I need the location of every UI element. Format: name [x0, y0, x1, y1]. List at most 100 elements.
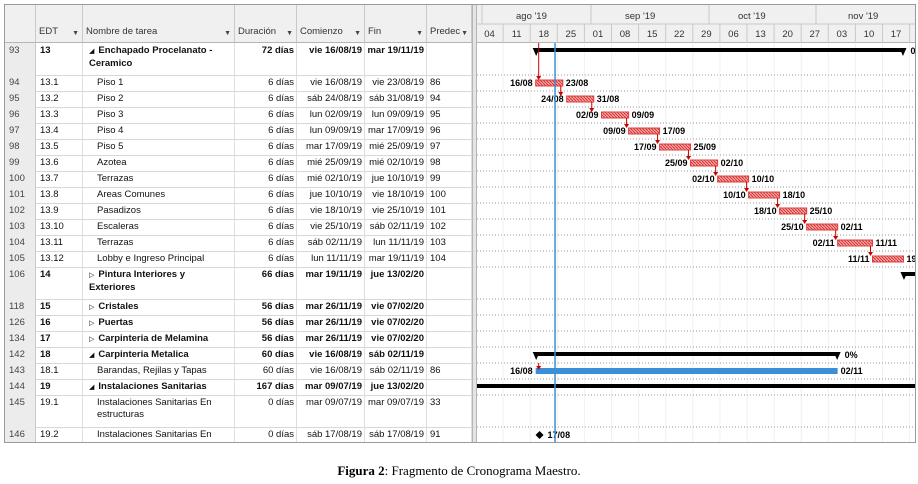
cell-finish[interactable]: sáb 31/08/19 [369, 93, 424, 104]
chevron-down-icon[interactable]: ▼ [354, 30, 361, 37]
cell-edt[interactable]: 14 [40, 269, 51, 280]
cell-start[interactable]: mar 17/09/19 [306, 141, 362, 152]
task-bar[interactable] [806, 223, 839, 231]
cell-task-name[interactable]: Pasadizos [97, 203, 233, 219]
cell-task-name[interactable]: Instalaciones Sanitarias En Arquitectura [97, 427, 233, 442]
cell-edt[interactable]: 13.1 [40, 77, 59, 88]
cell-edt[interactable]: 13.6 [40, 157, 59, 168]
collapse-arrow-icon[interactable]: ◢ [89, 384, 95, 391]
cell-start[interactable]: mar 26/11/19 [305, 317, 362, 328]
task-bar[interactable] [779, 207, 808, 215]
cell-duration[interactable]: 60 días [261, 349, 294, 360]
cell-predecessors[interactable]: 33 [430, 397, 441, 408]
cell-finish[interactable]: vie 18/10/19 [372, 189, 424, 200]
cell-duration[interactable]: 6 días [268, 237, 294, 248]
cell-finish[interactable]: vie 23/08/19 [372, 77, 424, 88]
table-row[interactable]: 104 13.11 Terrazas 6 días sáb 02/11/19 lun 11… [5, 235, 472, 251]
column-header-name[interactable]: Nombre de tarea ▼ [83, 5, 235, 43]
cell-duration[interactable]: 6 días [268, 141, 294, 152]
cell-start[interactable]: sáb 24/08/19 [307, 93, 362, 104]
cell-duration[interactable]: 72 días [261, 45, 294, 56]
milestone-diamond-icon[interactable] [535, 431, 544, 439]
table-row[interactable]: 95 13.2 Piso 2 6 días sáb 24/08/19 sáb 31/08/… [5, 91, 472, 107]
cell-edt[interactable]: 13.2 [40, 93, 59, 104]
pane-splitter[interactable] [472, 5, 477, 442]
chevron-down-icon[interactable]: ▼ [461, 30, 468, 37]
cell-finish[interactable]: mar 17/09/19 [368, 125, 424, 136]
cell-duration[interactable]: 6 días [268, 77, 294, 88]
cell-predecessors[interactable]: 86 [430, 77, 441, 88]
summary-bar[interactable] [535, 352, 838, 356]
cell-predecessors[interactable]: 99 [430, 173, 441, 184]
cell-finish[interactable]: jue 13/02/20 [370, 381, 424, 392]
row-id[interactable]: 102 [5, 203, 36, 219]
cell-start[interactable]: mar 09/07/19 [304, 381, 362, 392]
cell-edt[interactable]: 16 [40, 317, 51, 328]
cell-finish[interactable]: sáb 02/11/19 [369, 221, 424, 232]
row-id[interactable]: 95 [5, 91, 36, 107]
cell-duration[interactable]: 6 días [268, 93, 294, 104]
cell-finish[interactable]: mié 02/10/19 [369, 157, 424, 168]
cell-predecessors[interactable] [430, 331, 472, 347]
table-row[interactable]: 97 13.4 Piso 4 6 días lun 09/09/19 mar 17/09/… [5, 123, 472, 139]
row-id[interactable]: 94 [5, 75, 36, 91]
cell-edt[interactable]: 13.8 [40, 189, 59, 200]
cell-start[interactable]: mié 25/09/19 [307, 157, 362, 168]
row-id[interactable]: 105 [5, 251, 36, 267]
cell-duration[interactable]: 0 días [268, 429, 294, 440]
collapse-arrow-icon[interactable]: ◢ [89, 48, 95, 55]
expand-arrow-icon[interactable]: ▷ [89, 320, 95, 327]
cell-predecessors[interactable] [430, 299, 472, 315]
cell-edt[interactable]: 13.4 [40, 125, 59, 136]
cell-duration[interactable]: 6 días [268, 157, 294, 168]
cell-edt[interactable]: 19.1 [40, 397, 59, 408]
cell-edt[interactable]: 18 [40, 349, 51, 360]
table-row[interactable]: 98 13.5 Piso 5 6 días mar 17/09/19 mié 25/09/… [5, 139, 472, 155]
cell-edt[interactable]: 15 [40, 301, 51, 312]
row-id[interactable]: 99 [5, 155, 36, 171]
cell-start[interactable]: lun 02/09/19 [309, 109, 362, 120]
cell-duration[interactable]: 66 días [261, 269, 294, 280]
task-bar[interactable] [601, 111, 630, 119]
cell-task-name[interactable]: ▷ Carpinteria de Melamina [89, 331, 233, 347]
summary-bar[interactable] [903, 272, 915, 276]
table-row[interactable]: 142 18 ◢ Carpinteria Metalica 60 días vie 16/… [5, 347, 472, 363]
cell-predecessors[interactable] [430, 43, 472, 75]
cell-finish[interactable]: sáb 02/11/19 [368, 349, 424, 360]
cell-duration[interactable]: 6 días [268, 109, 294, 120]
cell-finish[interactable]: sáb 02/11/19 [369, 365, 424, 376]
cell-predecessors[interactable] [430, 315, 472, 331]
cell-task-name[interactable]: Barandas, Rejilas y Tapas [97, 363, 233, 379]
cell-duration[interactable]: 6 días [268, 253, 294, 264]
cell-edt[interactable]: 13.5 [40, 141, 59, 152]
cell-start[interactable]: vie 16/08/19 [310, 77, 362, 88]
cell-start[interactable]: vie 25/10/19 [310, 221, 362, 232]
task-bar[interactable] [659, 143, 692, 151]
table-row[interactable]: 134 17 ▷ Carpinteria de Melamina 56 días mar … [5, 331, 472, 347]
cell-task-name[interactable]: ◢ Enchapado Procelanato - Ceramico [89, 43, 233, 75]
cell-task-name[interactable]: Lobby e Ingreso Principal [97, 251, 233, 267]
cell-task-name[interactable]: Piso 5 [97, 139, 233, 155]
table-row[interactable]: 102 13.9 Pasadizos 6 días vie 18/10/19 vie 25… [5, 203, 472, 219]
cell-predecessors[interactable]: 101 [430, 205, 446, 216]
row-id[interactable]: 126 [5, 315, 36, 331]
cell-edt[interactable]: 13.12 [40, 253, 64, 264]
table-row[interactable]: 101 13.8 Areas Comunes 6 días jue 10/10/19 vi… [5, 187, 472, 203]
column-header-end[interactable]: Fin ▼ [365, 5, 427, 43]
cell-task-name[interactable]: Instalaciones Sanitarias En estructuras [97, 395, 233, 427]
cell-start[interactable]: sáb 17/08/19 [307, 429, 362, 440]
task-bar[interactable] [566, 95, 595, 103]
cell-predecessors[interactable]: 103 [430, 237, 446, 248]
row-id[interactable]: 106 [5, 267, 36, 299]
table-row[interactable]: 93 13 ◢ Enchapado Procelanato - Ceramico 72 … [5, 43, 472, 75]
cell-predecessors[interactable] [430, 379, 472, 395]
task-bar[interactable] [628, 127, 661, 135]
cell-edt[interactable]: 19.2 [40, 429, 59, 440]
cell-task-name[interactable]: Piso 4 [97, 123, 233, 139]
table-row[interactable]: 145 19.1 Instalaciones Sanitarias En estru… [5, 395, 472, 427]
row-id[interactable]: 103 [5, 219, 36, 235]
cell-edt[interactable]: 13.10 [40, 221, 64, 232]
cell-task-name[interactable]: Escaleras [97, 219, 233, 235]
table-row[interactable]: 96 13.3 Piso 3 6 días lun 02/09/19 lun 09/09/… [5, 107, 472, 123]
cell-finish[interactable]: lun 09/09/19 [371, 109, 424, 120]
